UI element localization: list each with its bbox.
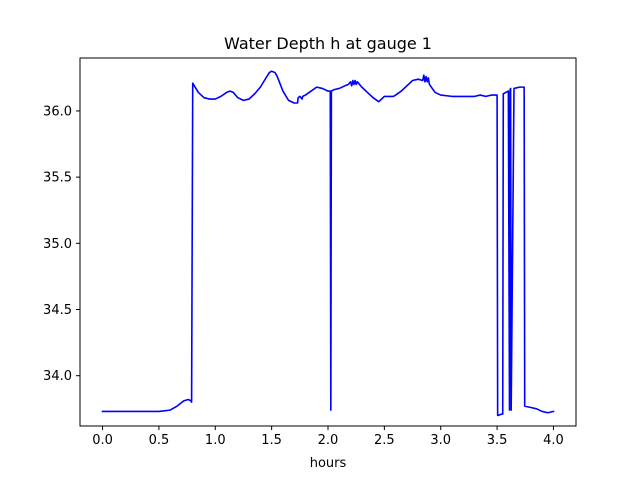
x-tick-label: 0.5: [149, 433, 170, 448]
x-axis: 0.0 0.5 1.0 1.5 2.0 2.5 3.0 3.5 4.0: [92, 426, 564, 448]
x-tick-label: 3.5: [487, 433, 508, 448]
y-tick-label: 35.5: [43, 171, 72, 186]
y-axis: 34.0 34.5 35.0 35.5 36.0: [43, 104, 80, 384]
y-tick-label: 35.0: [43, 237, 72, 252]
chart-title: Water Depth h at gauge 1: [224, 34, 432, 53]
x-tick-label: 3.0: [430, 433, 451, 448]
x-tick-label: 2.0: [318, 433, 339, 448]
x-axis-label: hours: [310, 456, 347, 471]
y-tick-label: 36.0: [43, 104, 72, 119]
x-tick-label: 2.5: [374, 433, 395, 448]
x-tick-label: 4.0: [543, 433, 564, 448]
x-tick-label: 0.0: [92, 433, 113, 448]
x-tick-label: 1.0: [205, 433, 226, 448]
y-tick-label: 34.0: [43, 369, 72, 384]
series-line-0: [101, 70, 555, 417]
x-tick-label: 1.5: [261, 433, 282, 448]
y-tick-label: 34.5: [43, 303, 72, 318]
